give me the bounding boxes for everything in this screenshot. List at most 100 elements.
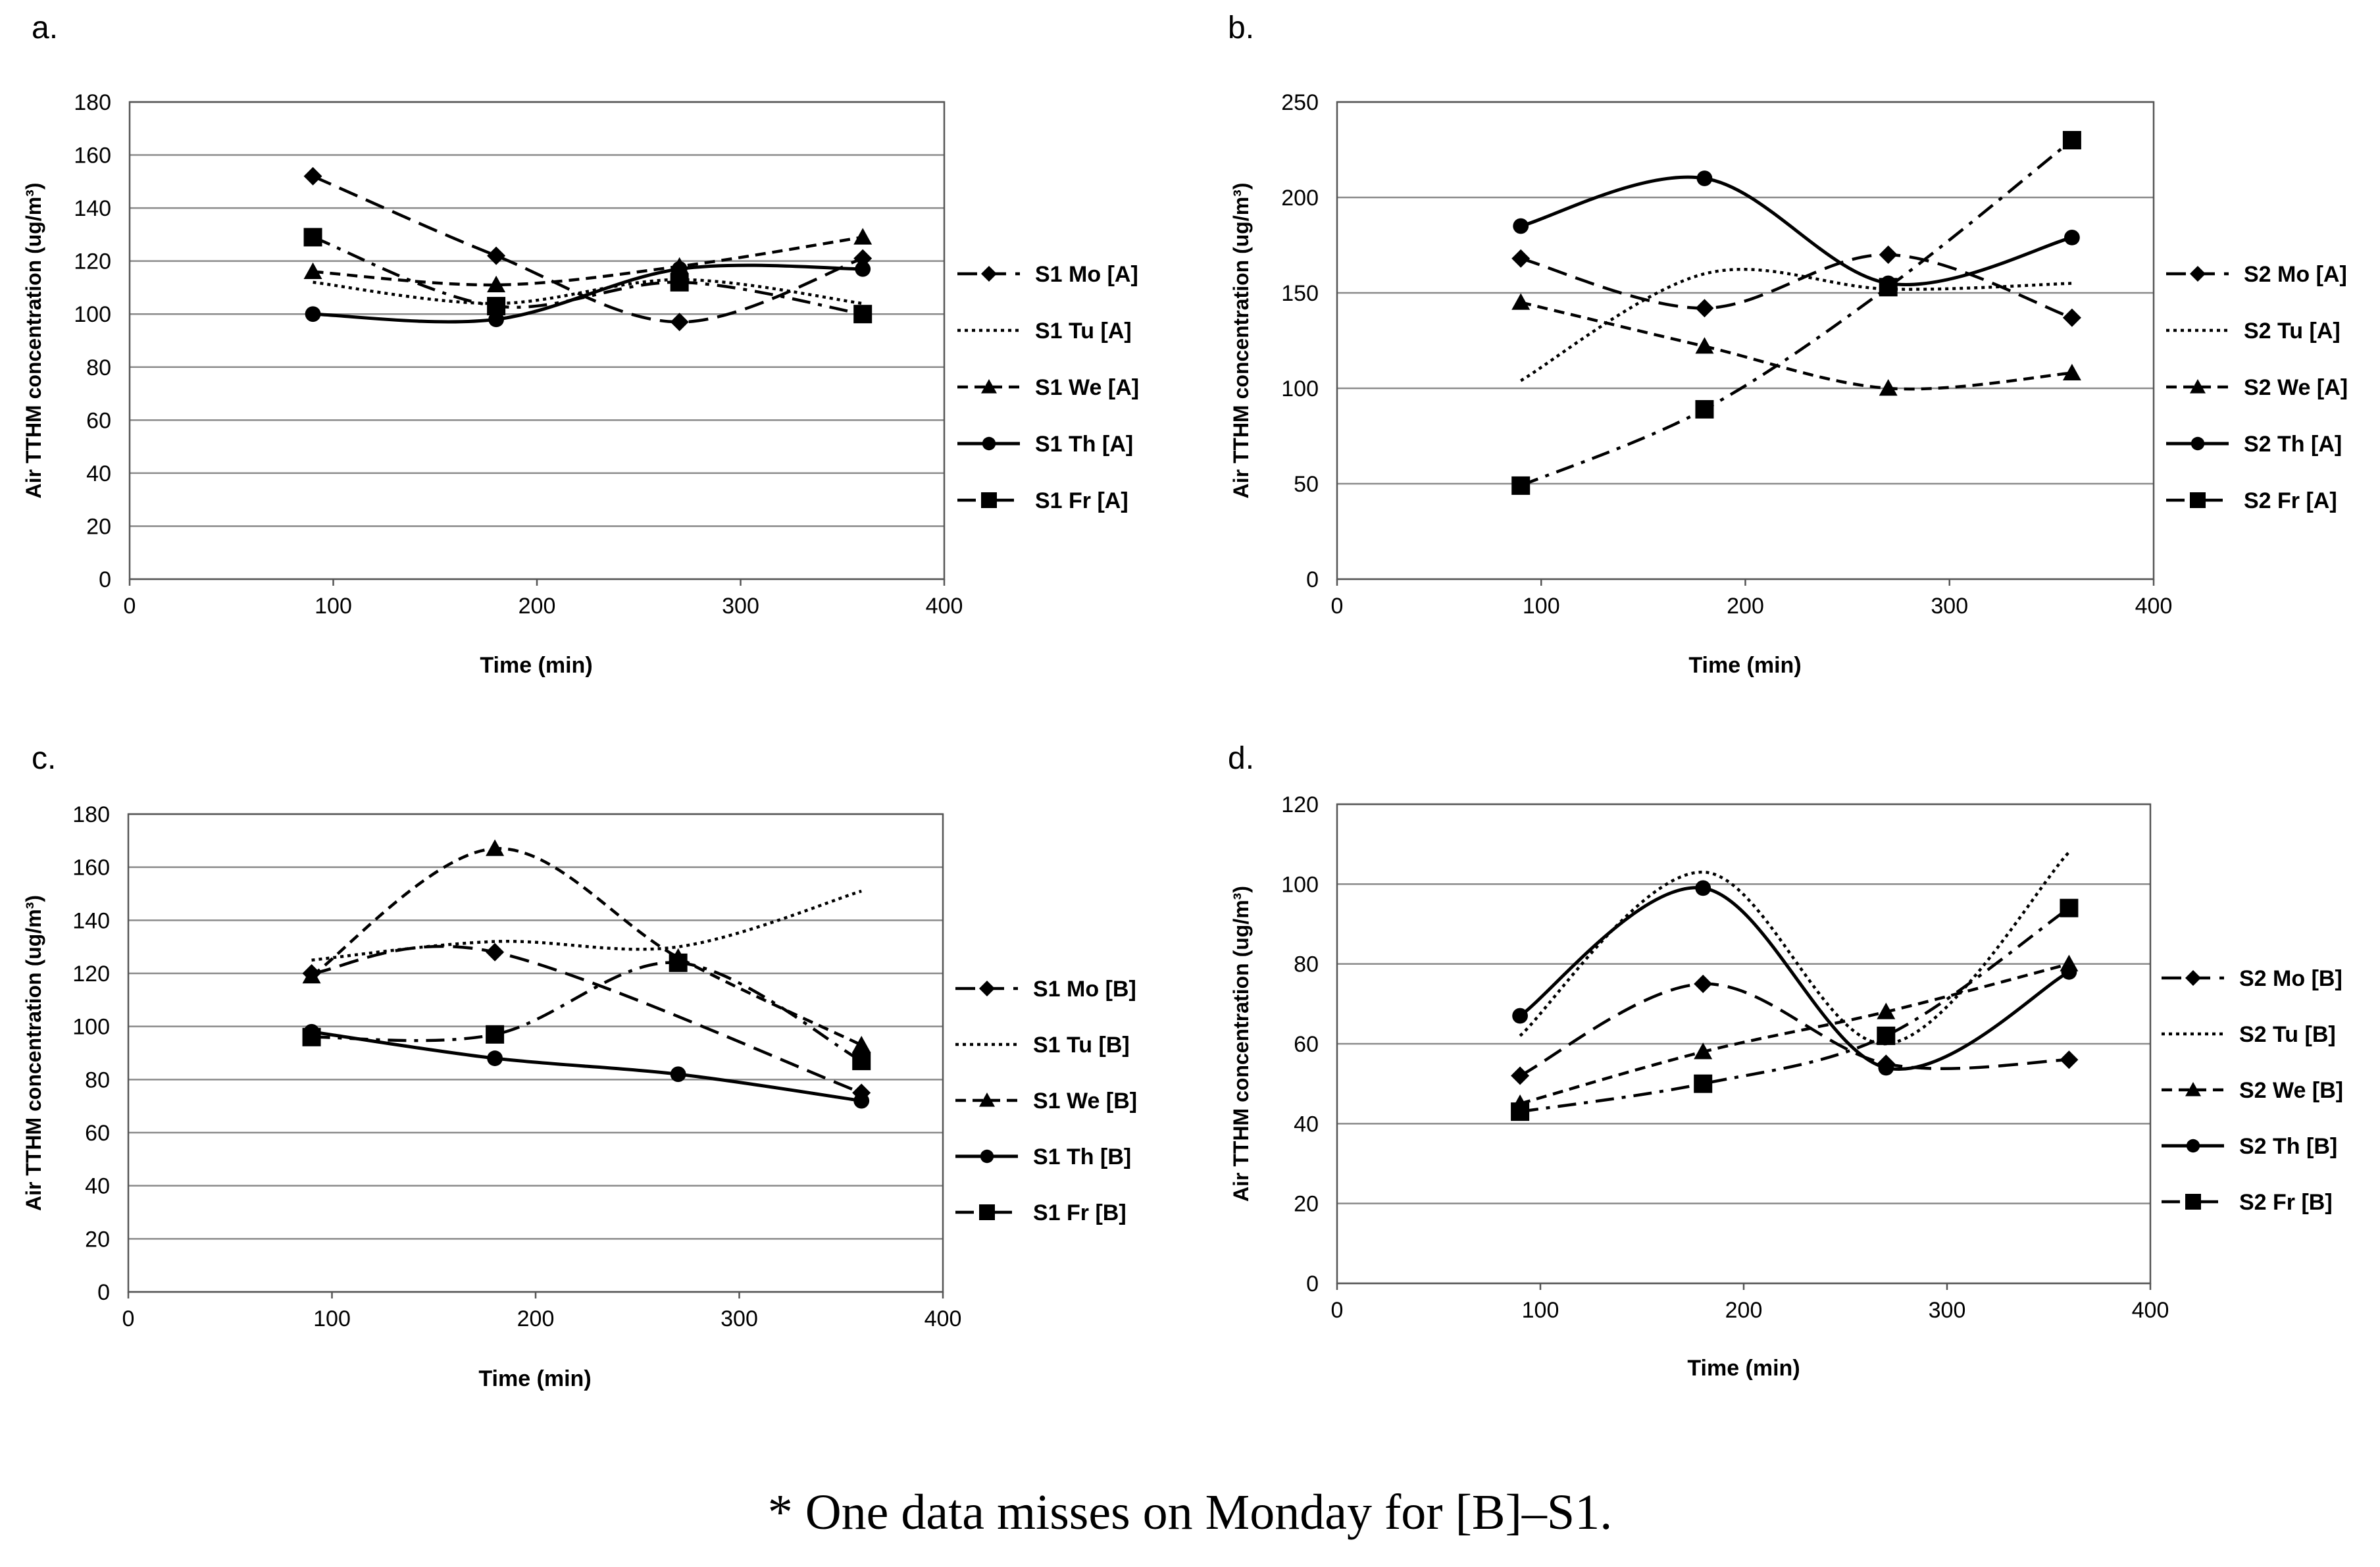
series-line-s2-fr-b (1519, 906, 2070, 1114)
data-point (1879, 379, 1898, 396)
y-tick-label: 100 (1281, 376, 1319, 401)
series-line-s2-we-a (1520, 301, 2073, 391)
legend-marker (981, 266, 997, 282)
legend-label: S1 Tu [B] (1033, 1033, 1130, 1058)
legend-label: S2 Fr [B] (2239, 1190, 2333, 1215)
series-line-s2-th-a (1520, 175, 2073, 286)
data-point (2060, 898, 2079, 917)
data-point (305, 306, 321, 322)
y-tick-label: 180 (74, 90, 111, 115)
data-point (1877, 1002, 1896, 1019)
data-point (1511, 249, 1531, 268)
legend-marker (979, 1092, 995, 1107)
x-tick-label: 100 (315, 594, 352, 619)
data-point (1695, 880, 1711, 896)
y-tick-label: 40 (86, 461, 111, 486)
data-point (486, 942, 505, 962)
y-tick-label: 0 (97, 1280, 110, 1305)
series-line-s1-mo-b (311, 944, 863, 1094)
x-tick-label: 200 (1725, 1298, 1763, 1323)
legend-label: S2 Tu [A] (2244, 319, 2341, 344)
y-tick-label: 0 (1306, 1272, 1319, 1297)
y-tick-label: 120 (74, 249, 111, 274)
plot-area (128, 101, 946, 580)
y-tick-label: 50 (1294, 472, 1319, 497)
y-tick-label: 140 (74, 196, 111, 221)
y-tick-label: 40 (85, 1174, 110, 1199)
chart-panel-a: a. 0 20 40 60 80 100 120 140 160 180 0 100 200 300 400 T… (22, 11, 1139, 678)
y-tick-label: 20 (86, 514, 111, 539)
data-point (303, 228, 322, 247)
series-line-s2-tu-b (1519, 851, 2071, 1046)
plot-area (127, 813, 944, 1293)
data-point (2062, 363, 2081, 380)
y-tick-label: 100 (74, 302, 111, 327)
x-tick-label: 0 (1331, 1298, 1344, 1323)
legend-marker (980, 1149, 994, 1164)
y-tick-label: 40 (1294, 1112, 1319, 1137)
legend-marker (2185, 1082, 2201, 1096)
y-tick-label: 140 (72, 908, 110, 933)
y-tick-label: 150 (1281, 281, 1319, 306)
data-point (1511, 476, 1531, 495)
data-point (2062, 308, 2081, 327)
series-line-s1-th-a (313, 263, 863, 324)
legend-label: S1 We [A] (1035, 375, 1139, 400)
x-tick-label: 300 (721, 1306, 758, 1331)
x-tick-label: 200 (1727, 594, 1764, 619)
series-line-s2-mo-b (1519, 982, 2069, 1077)
data-point (1694, 975, 1713, 993)
legend-label: S1 Mo [A] (1035, 262, 1138, 287)
x-tick-label: 400 (2132, 1298, 2169, 1323)
data-point (1695, 399, 1714, 419)
legend-marker (982, 436, 996, 451)
data-point (1511, 293, 1531, 310)
chart-panel-d: d. 0 20 40 60 80 100 120 0 100 200 300 400 Time (min)… (1228, 741, 2343, 1381)
y-axis-title: Air TTHM concentration (ug/m³) (1229, 183, 1253, 499)
data-point (1511, 1066, 1530, 1085)
y-axis-title: Air TTHM concentration (ug/m³) (1229, 886, 1253, 1202)
x-tick-label: 200 (519, 594, 556, 619)
x-tick-label: 0 (1331, 594, 1344, 619)
y-tick-label: 120 (72, 962, 110, 987)
panel-label: c. (32, 741, 56, 776)
data-point (1878, 1060, 1894, 1076)
y-tick-label: 160 (74, 143, 111, 168)
legend-label: S2 We [A] (2244, 375, 2348, 400)
x-tick-label: 300 (722, 594, 759, 619)
panel-label: b. (1228, 11, 1254, 45)
y-tick-label: 160 (72, 856, 110, 881)
y-tick-label: 0 (1306, 567, 1319, 592)
legend-marker (2190, 379, 2206, 394)
y-tick-label: 60 (1294, 1032, 1319, 1057)
legend-marker (2190, 266, 2206, 282)
x-tick-label: 300 (1929, 1298, 1966, 1323)
x-axis-title: Time (min) (478, 1366, 591, 1391)
series-line-s2-fr-a (1520, 139, 2073, 487)
legend-label: S1 Th [B] (1033, 1144, 1131, 1169)
data-point (302, 1027, 321, 1046)
series-line-s2-th-b (1519, 886, 2070, 1071)
y-tick-label: 100 (1281, 872, 1319, 897)
chart-panel-b: b. 0 50 100 150 200 250 0 100 200 300 400 Time (min)… (1228, 11, 2348, 678)
legend-label: S1 Fr [A] (1035, 488, 1128, 513)
legend-marker (981, 492, 997, 508)
legend-marker (979, 981, 995, 996)
data-point (855, 261, 871, 277)
series-line-s1-fr-b (311, 961, 863, 1063)
y-tick-label: 80 (86, 355, 111, 380)
legend-label: S1 Th [A] (1035, 432, 1133, 457)
legend-marker (981, 379, 997, 394)
y-tick-label: 20 (85, 1227, 110, 1252)
data-point (1696, 170, 1713, 186)
data-point (487, 246, 506, 265)
legend-marker (2186, 1139, 2200, 1153)
data-point (486, 839, 505, 856)
data-point (1513, 218, 1529, 234)
data-point (302, 967, 321, 984)
data-point (2062, 131, 2081, 149)
legend-marker (2185, 1194, 2201, 1210)
series-line-s1-th-b (311, 1030, 862, 1103)
x-tick-label: 400 (924, 1306, 962, 1331)
